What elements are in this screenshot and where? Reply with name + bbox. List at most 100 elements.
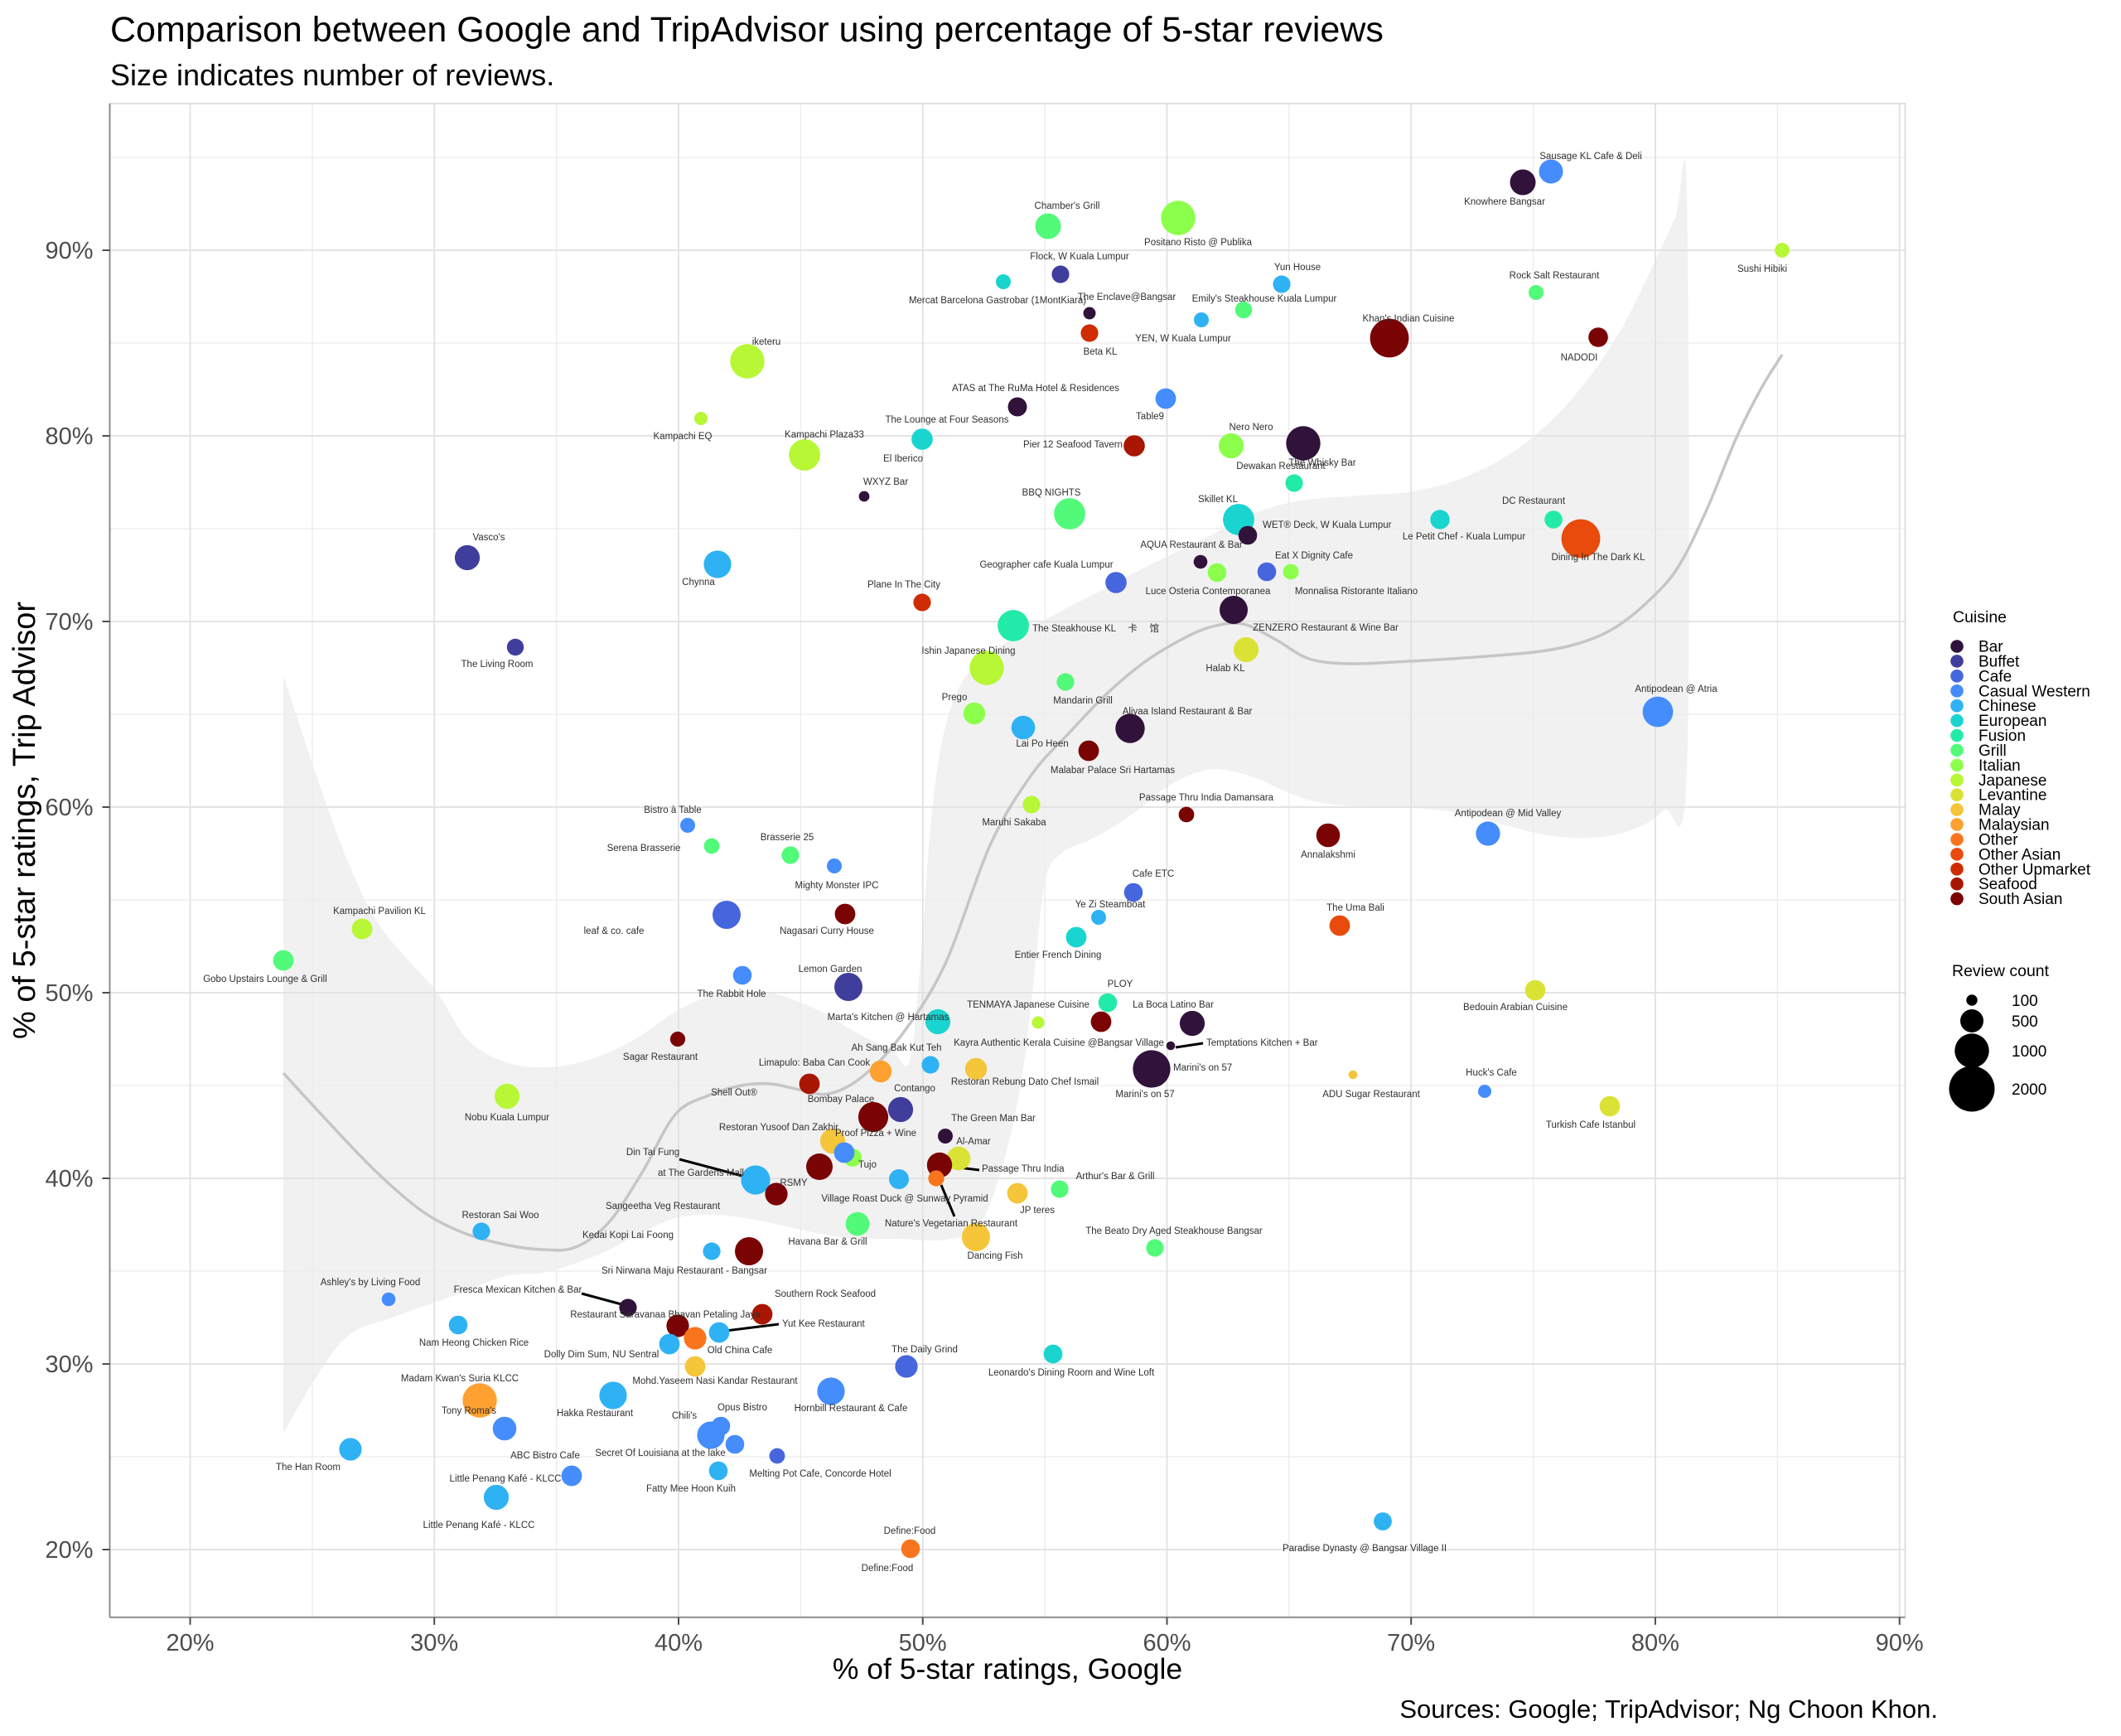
svg-text:Seafood: Seafood <box>1978 876 2037 893</box>
svg-text:Other: Other <box>1978 832 2018 849</box>
svg-text:Village Roast Duck @ Sunway Py: Village Roast Duck @ Sunway Pyramid <box>821 1194 988 1204</box>
svg-text:Italian: Italian <box>1978 757 2021 775</box>
svg-text:Huck's Cafe: Huck's Cafe <box>1466 1068 1517 1078</box>
svg-text:Define:Food: Define:Food <box>862 1564 914 1574</box>
svg-text:Ishin Japanese Dining: Ishin Japanese Dining <box>921 646 1015 656</box>
svg-text:Melting Pot Cafe, Concorde Hot: Melting Pot Cafe, Concorde Hotel <box>749 1469 891 1479</box>
svg-text:Turkish Cafe Istanbul: Turkish Cafe Istanbul <box>1546 1120 1635 1130</box>
svg-text:Chinese: Chinese <box>1978 698 2036 715</box>
svg-text:Chynna: Chynna <box>682 578 715 588</box>
svg-text:Cafe: Cafe <box>1978 668 2012 685</box>
svg-text:Serena Brasserie: Serena Brasserie <box>607 844 681 853</box>
svg-text:100: 100 <box>2012 993 2038 1010</box>
svg-text:YEN, W Kuala Lumpur: YEN, W Kuala Lumpur <box>1135 334 1231 344</box>
svg-text:Opus Bistro: Opus Bistro <box>717 1403 767 1413</box>
svg-text:Passage Thru India: Passage Thru India <box>982 1164 1065 1174</box>
svg-text:Halab KL: Halab KL <box>1205 664 1245 674</box>
svg-text:Little Penang Kafé - KLCC: Little Penang Kafé - KLCC <box>450 1474 562 1484</box>
svg-text:Pier 12 Seafood Tavern: Pier 12 Seafood Tavern <box>1023 440 1123 450</box>
svg-text:Vasco's: Vasco's <box>472 533 505 543</box>
svg-text:30%: 30% <box>45 1352 93 1378</box>
svg-text:Temptations Kitchen + Bar: Temptations Kitchen + Bar <box>1206 1038 1318 1048</box>
svg-text:Eat X Dignity Cafe: Eat X Dignity Cafe <box>1275 551 1353 561</box>
svg-text:% of 5-star ratings, Google: % of 5-star ratings, Google <box>833 1652 1182 1685</box>
svg-text:50%: 50% <box>45 980 93 1007</box>
svg-text:Bistro à Table: Bistro à Table <box>644 805 701 815</box>
svg-text:Levantine: Levantine <box>1978 787 2046 805</box>
svg-text:Lai Po Heen: Lai Po Heen <box>1016 739 1068 749</box>
svg-text:20%: 20% <box>166 1630 214 1656</box>
svg-text:40%: 40% <box>655 1630 703 1656</box>
svg-text:Restoran Rebung Dato Chef Isma: Restoran Rebung Dato Chef Ismail <box>951 1077 1099 1087</box>
svg-text:Sangeetha Veg Restaurant: Sangeetha Veg Restaurant <box>606 1202 721 1211</box>
svg-text:Monnalisa Ristorante Italiano: Monnalisa Ristorante Italiano <box>1295 587 1418 597</box>
svg-text:90%: 90% <box>45 238 93 264</box>
svg-text:Luce Osteria Contemporanea: Luce Osteria Contemporanea <box>1146 587 1271 597</box>
svg-text:80%: 80% <box>1631 1630 1679 1656</box>
svg-text:Mandarin Grill: Mandarin Grill <box>1053 696 1113 706</box>
svg-text:Maruhi Sakaba: Maruhi Sakaba <box>982 818 1046 828</box>
svg-text:Define:Food: Define:Food <box>884 1526 936 1536</box>
svg-text:RSMY: RSMY <box>780 1178 808 1188</box>
svg-text:Knowhere Bangsar: Knowhere Bangsar <box>1464 197 1545 207</box>
svg-text:Emily's Steakhouse Kuala Lumpu: Emily's Steakhouse Kuala Lumpur <box>1192 294 1337 304</box>
svg-text:80%: 80% <box>45 423 93 450</box>
svg-text:Other Upmarket: Other Upmarket <box>1978 861 2091 878</box>
svg-text:Sushi Hibiki: Sushi Hibiki <box>1737 264 1787 274</box>
svg-text:Fatty Mee Hoon Kuih: Fatty Mee Hoon Kuih <box>646 1484 736 1494</box>
svg-text:Ashley's by Living Food: Ashley's by Living Food <box>321 1278 420 1288</box>
svg-text:Cafe ETC: Cafe ETC <box>1133 869 1175 879</box>
svg-text:Restoran Yusoof Dan Zakhir: Restoran Yusoof Dan Zakhir <box>719 1123 838 1133</box>
svg-text:Madam Kwan's Suria KLCC: Madam Kwan's Suria KLCC <box>401 1374 519 1384</box>
svg-text:Yut Kee Restaurant: Yut Kee Restaurant <box>782 1319 866 1329</box>
svg-text:Al-Amar: Al-Amar <box>956 1137 991 1147</box>
svg-text:Marini's on 57: Marini's on 57 <box>1173 1063 1232 1073</box>
svg-text:Kayra Authentic Kerala Cuisine: Kayra Authentic Kerala Cuisine @Bangsar … <box>954 1038 1164 1048</box>
svg-text:leaf & co. cafe: leaf & co. cafe <box>584 926 645 936</box>
svg-text:WET® Deck, W Kuala Lumpur: WET® Deck, W Kuala Lumpur <box>1263 520 1392 530</box>
svg-text:The Whisky Bar: The Whisky Bar <box>1288 458 1355 468</box>
svg-text:BBQ NIGHTS: BBQ NIGHTS <box>1022 488 1081 498</box>
svg-text:30%: 30% <box>410 1630 458 1656</box>
svg-text:Dolly Dim Sum, NU Sentral: Dolly Dim Sum, NU Sentral <box>544 1350 659 1360</box>
svg-text:The Rabbit Hole: The Rabbit Hole <box>697 989 766 999</box>
svg-text:ABC Bistro Cafe: ABC Bistro Cafe <box>510 1451 580 1461</box>
svg-text:60%: 60% <box>45 795 93 821</box>
svg-text:Southern Rock Seafood: Southern Rock Seafood <box>775 1289 876 1299</box>
svg-text:50%: 50% <box>899 1630 947 1656</box>
svg-text:The Green Man Bar: The Green Man Bar <box>951 1114 1036 1124</box>
svg-text:Little Penang Kafé - KLCC: Little Penang Kafé - KLCC <box>423 1521 535 1530</box>
svg-text:Kedai Kopi Lai Foong: Kedai Kopi Lai Foong <box>582 1231 674 1240</box>
svg-text:Sagar Restaurant: Sagar Restaurant <box>623 1052 698 1062</box>
svg-text:40%: 40% <box>45 1166 93 1192</box>
svg-text:Malay: Malay <box>1978 802 2021 820</box>
svg-text:Antipodean @ Mid Valley: Antipodean @ Mid Valley <box>1455 809 1562 819</box>
svg-text:Contango: Contango <box>894 1084 935 1094</box>
svg-text:Fusion: Fusion <box>1978 728 2026 745</box>
svg-text:European: European <box>1978 713 2046 730</box>
svg-text:Kampachi Plaza33: Kampachi Plaza33 <box>785 430 864 440</box>
svg-text:at The Gardens Mall: at The Gardens Mall <box>658 1168 744 1178</box>
svg-text:Nero Nero: Nero Nero <box>1229 423 1273 433</box>
svg-text:Bedouin Arabian Cuisine: Bedouin Arabian Cuisine <box>1463 1003 1568 1013</box>
svg-text:Hakka Restaurant: Hakka Restaurant <box>557 1409 634 1419</box>
svg-text:Comparison between Google and: Comparison between Google and TripAdviso… <box>110 10 1384 50</box>
svg-text:Malabar Palace Sri Hartamas: Malabar Palace Sri Hartamas <box>1051 766 1175 776</box>
svg-text:ZENZERO Restaurant & Wine Bar: ZENZERO Restaurant & Wine Bar <box>1253 623 1399 633</box>
svg-text:ATAS at The RuMa Hotel & Resid: ATAS at The RuMa Hotel & Residences <box>952 384 1119 394</box>
svg-text:PLOY: PLOY <box>1108 979 1133 989</box>
svg-text:Annalakshmi: Annalakshmi <box>1301 850 1355 860</box>
svg-text:Kampachi Pavilion KL: Kampachi Pavilion KL <box>333 907 426 916</box>
svg-text:El Iberico: El Iberico <box>883 454 923 464</box>
svg-text:Japanese: Japanese <box>1978 772 2046 790</box>
svg-text:Nagasari Curry House: Nagasari Curry House <box>780 926 874 936</box>
svg-text:Grill: Grill <box>1978 742 2007 760</box>
svg-text:The Uma Bali: The Uma Bali <box>1326 903 1384 913</box>
svg-text:Skillet KL: Skillet KL <box>1198 495 1239 505</box>
svg-text:Proof Pizza + Wine: Proof Pizza + Wine <box>835 1129 916 1139</box>
svg-text:Kampachi EQ: Kampachi EQ <box>654 432 713 442</box>
svg-text:Rock Salt Restaurant: Rock Salt Restaurant <box>1510 271 1600 281</box>
svg-text:Restoran Sai Woo: Restoran Sai Woo <box>461 1211 539 1221</box>
svg-text:Ye Zi Steamboat: Ye Zi Steamboat <box>1075 900 1146 910</box>
svg-text:20%: 20% <box>45 1537 93 1564</box>
